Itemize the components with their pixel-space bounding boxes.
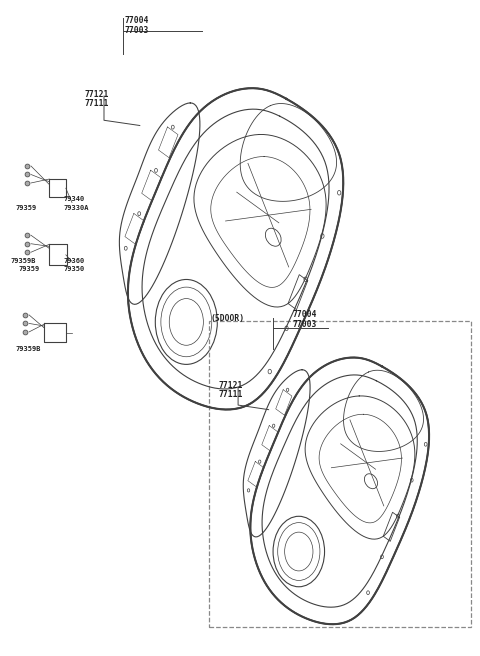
Text: 77111: 77111 [85, 99, 109, 108]
Text: 79330A: 79330A [63, 205, 89, 211]
Text: 79340: 79340 [63, 196, 84, 202]
Text: 79359B: 79359B [11, 258, 36, 264]
Text: 79360: 79360 [63, 258, 84, 264]
Text: 77003: 77003 [292, 319, 317, 329]
Text: 77121: 77121 [85, 90, 109, 98]
Text: 77004: 77004 [292, 310, 317, 319]
Bar [209, 321, 471, 627]
Text: 77121: 77121 [218, 381, 243, 390]
Text: (5DOOR): (5DOOR) [210, 314, 244, 323]
Text: 79359: 79359 [18, 266, 39, 272]
Text: 79359B: 79359B [16, 346, 41, 352]
Text: 79350: 79350 [63, 266, 84, 272]
Text: 77003: 77003 [124, 26, 149, 35]
Text: 77111: 77111 [218, 390, 243, 399]
Text: 79359: 79359 [16, 205, 37, 211]
Text: 77004: 77004 [124, 16, 149, 26]
